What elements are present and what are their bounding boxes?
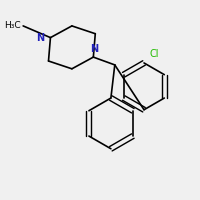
Text: Cl: Cl: [150, 49, 159, 59]
Text: H₃C: H₃C: [5, 21, 21, 30]
Text: N: N: [36, 33, 44, 43]
Text: N: N: [90, 44, 98, 54]
